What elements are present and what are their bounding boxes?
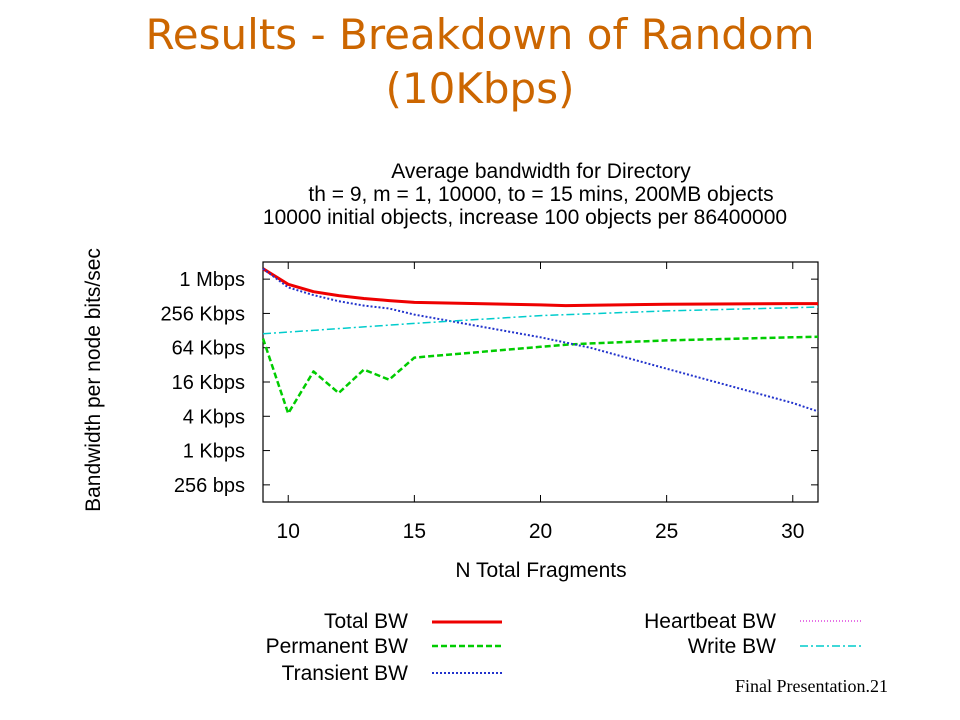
x-axis-label: N Total Fragments: [455, 559, 626, 582]
series-line-transient-bw: [262, 267, 819, 413]
slide-title: Results - Breakdown of Random (10Kbps): [0, 8, 960, 116]
x-tick-label: 25: [655, 520, 678, 543]
chart-title-line-3: 10000 initial objects, increase 100 obje…: [263, 206, 787, 229]
series-line-write-bw: [262, 306, 819, 335]
series-line-permanent-bw: [261, 335, 819, 415]
y-tick-label: 64 Kbps: [172, 338, 245, 360]
x-tick-label: 20: [529, 520, 552, 543]
series-line-total-bw: [262, 267, 818, 308]
y-tick-label: 16 Kbps: [172, 372, 245, 394]
y-tick-label: 256 Kbps: [160, 303, 245, 325]
x-tick-label: 30: [781, 520, 804, 543]
legend-label-write-bw: Write BW: [688, 635, 776, 658]
y-tick-label: 1 Mbps: [179, 269, 245, 291]
x-tick-label: 10: [277, 520, 300, 543]
chart-title-line-1: Average bandwidth for Directory: [391, 160, 691, 183]
legend-label-total-bw: Total BW: [324, 610, 408, 633]
y-axis-label: Bandwidth per node bits/sec: [82, 248, 105, 512]
y-tick-label: 4 Kbps: [183, 406, 245, 428]
legend-label-permanent-bw: Permanent BW: [266, 635, 409, 658]
slide-title-line2: (10Kbps): [385, 64, 575, 113]
y-tick-label: 256 bps: [174, 475, 245, 497]
legend-label-transient-bw: Transient BW: [282, 662, 409, 685]
legend-label-heartbeat-bw: Heartbeat BW: [644, 610, 776, 633]
slide-footer: Final Presentation.21: [735, 676, 888, 696]
y-tick-label: 1 Kbps: [183, 441, 245, 463]
plot-frame: [262, 261, 819, 503]
slide-title-line1: Results - Breakdown of Random: [145, 10, 815, 59]
x-tick-label: 15: [403, 520, 426, 543]
chart-title-line-2: th = 9, m = 1, 10000, to = 15 mins, 200M…: [308, 183, 773, 206]
